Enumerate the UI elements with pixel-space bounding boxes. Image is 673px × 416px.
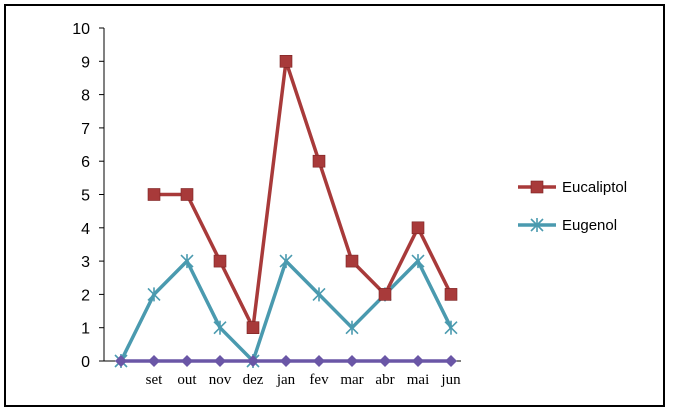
series-line <box>154 59 453 330</box>
data-point <box>279 254 293 269</box>
y-tick-label: 1 <box>81 321 90 338</box>
x-axis-ticks: set out nov dez jan fev mar abr mai jun <box>146 372 461 388</box>
data-point <box>445 355 457 367</box>
data-point <box>213 254 227 268</box>
data-point <box>411 221 425 235</box>
x-tick-label: fev <box>309 372 329 388</box>
series-baseline <box>115 355 457 367</box>
y-tick-label: 9 <box>81 54 90 71</box>
x-tick-label: set <box>146 372 163 388</box>
x-tick-label: mai <box>407 372 430 388</box>
data-point <box>147 188 161 201</box>
x-tick-label: jun <box>440 372 461 388</box>
series-line <box>119 259 453 363</box>
data-point <box>246 321 260 335</box>
legend-marker <box>530 180 544 194</box>
y-tick-label: 10 <box>72 21 90 38</box>
data-point <box>247 355 259 367</box>
data-point <box>411 254 425 269</box>
data-point <box>279 54 293 68</box>
data-point <box>378 288 392 301</box>
x-tick-label: nov <box>209 372 232 388</box>
data-point <box>345 320 359 335</box>
legend-item: Eugenol <box>518 217 617 234</box>
y-tick-label: 4 <box>81 221 90 238</box>
data-point <box>312 287 326 302</box>
data-point <box>115 355 127 367</box>
data-point <box>379 355 391 367</box>
legend-item: Eucaliptol <box>518 179 627 196</box>
data-point <box>412 355 424 367</box>
data-point <box>181 355 193 367</box>
data-point <box>148 355 160 367</box>
data-point <box>147 287 161 302</box>
series-eugenol <box>114 254 458 368</box>
y-tick-label: 3 <box>81 254 90 271</box>
legend-label: Eucaliptol <box>562 179 627 196</box>
x-tick-label: dez <box>243 372 264 388</box>
data-point <box>280 355 292 367</box>
data-point <box>312 154 326 168</box>
x-tick-label: jan <box>276 372 296 388</box>
data-point <box>180 188 194 201</box>
data-point <box>444 320 458 335</box>
y-tick-label: 8 <box>81 88 90 105</box>
data-point <box>214 355 226 367</box>
data-point <box>180 254 194 269</box>
y-tick-label: 7 <box>81 121 90 138</box>
legend-label: Eugenol <box>562 217 617 234</box>
x-tick-label: abr <box>375 372 394 388</box>
y-tick-label: 5 <box>81 188 90 205</box>
x-tick-label: out <box>177 372 197 388</box>
data-point <box>313 355 325 367</box>
legend: Eucaliptol Eugenol <box>518 179 627 234</box>
y-tick-label: 2 <box>81 287 90 304</box>
series-eucaliptol <box>147 54 458 335</box>
y-axis-ticks: 0 1 2 3 4 5 6 7 8 9 10 <box>72 21 104 371</box>
data-point <box>213 320 227 335</box>
y-tick-label: 6 <box>81 154 90 171</box>
data-point <box>444 288 458 301</box>
data-point <box>346 355 358 367</box>
x-tick-label: mar <box>340 372 363 388</box>
legend-marker <box>530 218 544 232</box>
series-group <box>114 54 458 368</box>
y-tick-label: 0 <box>81 354 90 371</box>
data-point <box>345 254 359 268</box>
